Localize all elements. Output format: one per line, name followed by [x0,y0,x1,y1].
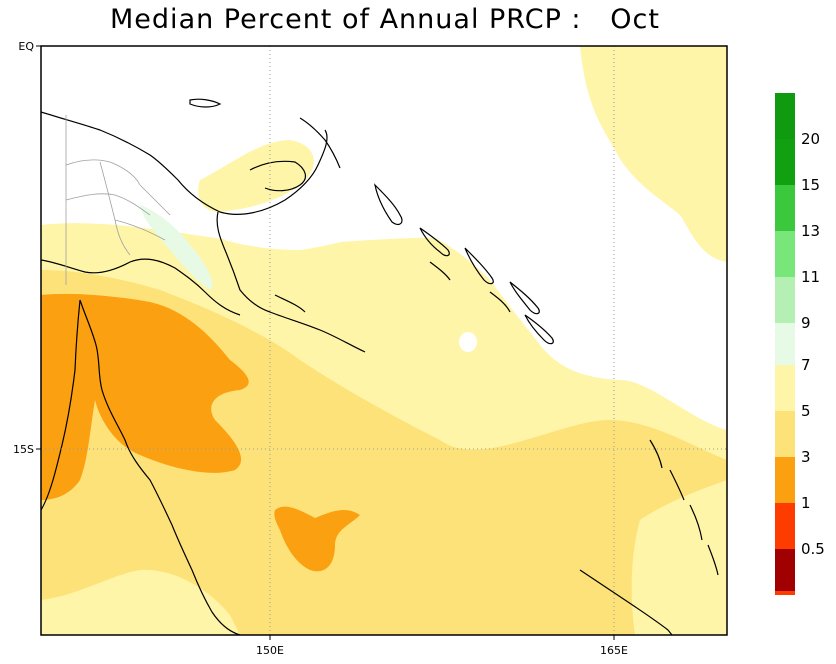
coastline-admiralty [189,98,222,108]
coastline-new-guinea [41,111,366,353]
shade-blob-center [459,332,477,352]
shade-region-3-5-queensland [41,293,249,500]
shade-region-7-9-southwest [41,569,240,635]
coastlines [41,98,719,635]
plot-frame [40,45,728,636]
shade-region-3-5-coral-sea [274,506,360,572]
coastline-new-caledonia [579,569,673,635]
colorbar-label-0-5: 0.5 [801,540,825,558]
coastline-vanuatu [649,439,719,576]
colorbar-band-5-7 [775,365,795,411]
shade-region-7-9-band [41,223,727,460]
colorbar-lower-cap [775,549,795,591]
colorbar-band-3-5 [775,411,795,457]
coastline-solomon-3 [464,247,494,285]
unshaded-region-north [41,46,727,430]
coastline-new-britain [249,160,307,192]
coastline-new-ireland [299,117,341,169]
colorbar-label-13: 13 [801,222,820,240]
colorbar-label-20: 20 [801,130,820,148]
coastline-solomon-5 [524,314,554,345]
shade-region-9-11 [140,205,213,290]
tick-marks [36,45,615,640]
colorbar-label-11: 11 [801,268,820,286]
y-tick-label-15s: 15S [13,443,34,456]
colorbar-band-05-1 [775,503,795,549]
shade-region-7-9-southeast [631,480,727,635]
coastline-solomon-6 [429,261,451,281]
colorbar-segment-9 [775,323,795,369]
colorbar-label-5: 5 [801,402,811,420]
colorbar-legend: 20 15 13 11 9 7 5 3 1 0.5 [775,93,825,595]
shade-region-7-9-east [580,46,727,262]
coastline-solomon-1 [374,183,403,226]
colorbar-band-1-3 [775,457,795,503]
coastline-solomon-4 [509,281,540,315]
colorbar-segment-13 [775,231,795,277]
shaded-regions [41,46,727,635]
coastline-new-guinea-south [41,258,241,316]
province-borders [65,115,171,285]
y-tick-label-eq: EQ [18,40,34,53]
coastline-solomon-7 [489,291,511,313]
colorbar-label-3: 3 [801,448,811,466]
coastline-solomon-2 [419,227,450,257]
colorbar-segment-15 [775,185,795,231]
colorbar-segment-11 [775,277,795,323]
colorbar-label-1: 1 [801,494,811,512]
shade-region-7-9-png [198,140,314,212]
map-title: Median Percent of Annual PRCP : Oct [110,4,660,35]
colorbar-upper-cap [775,93,795,139]
colorbar-label-7: 7 [801,356,811,374]
x-tick-label-165e: 165E [600,644,628,657]
colorbar-label-9: 9 [801,314,811,332]
x-tick-label-150e: 150E [256,644,284,657]
coastline-louisiade [274,294,306,313]
coastline-australia [41,299,241,635]
colorbar-label-15: 15 [801,176,820,194]
colorbar-segment-20 [775,139,795,185]
shade-region-5-7 [41,230,727,635]
